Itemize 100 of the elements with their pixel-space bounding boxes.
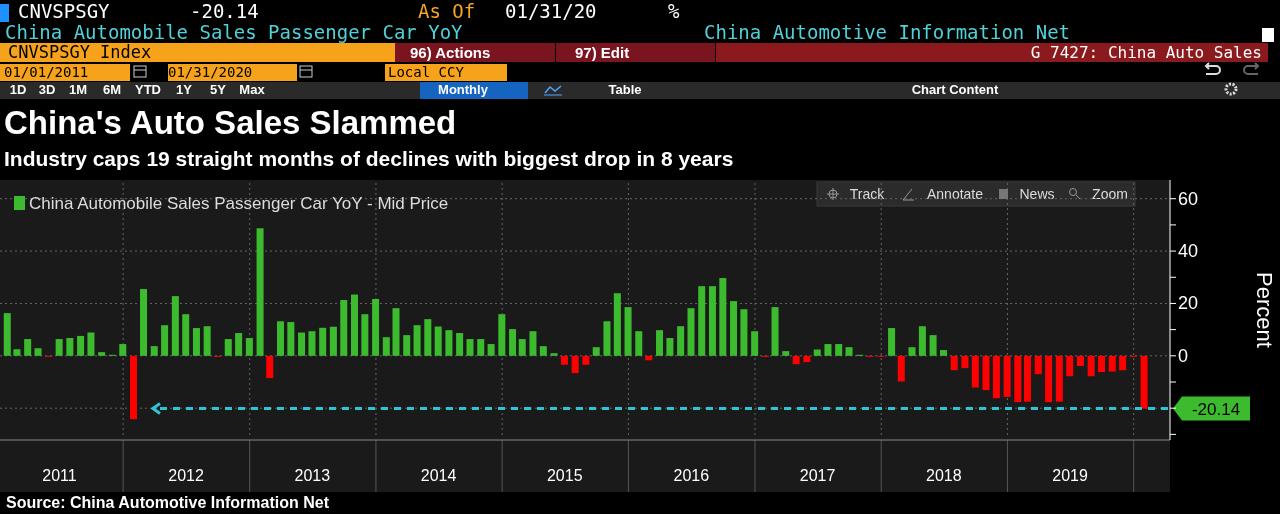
text: 1D bbox=[9, 82, 27, 97]
source-note: Source: China Automotive Information Net bbox=[6, 494, 330, 511]
bar bbox=[824, 344, 832, 356]
text: 01/01/2011 bbox=[4, 64, 89, 80]
text: 1M bbox=[68, 82, 88, 97]
bar bbox=[740, 309, 748, 356]
text: 96) Actions bbox=[410, 44, 491, 61]
bar bbox=[529, 331, 537, 356]
bar bbox=[624, 307, 632, 356]
text: 6M bbox=[102, 82, 122, 97]
x-tick-label: 2013 bbox=[294, 467, 331, 484]
bar bbox=[918, 326, 926, 356]
y-tick-label: 0 bbox=[1178, 345, 1189, 366]
text: -20.14 bbox=[190, 0, 259, 22]
bar bbox=[256, 228, 264, 356]
bar bbox=[656, 330, 664, 356]
bar bbox=[203, 326, 211, 356]
bar bbox=[487, 344, 495, 356]
bar bbox=[66, 338, 74, 356]
bar bbox=[560, 355, 568, 365]
bar bbox=[592, 347, 600, 356]
bar bbox=[329, 326, 337, 356]
bar bbox=[308, 331, 316, 356]
text: 97) Edit bbox=[575, 44, 630, 61]
bar bbox=[224, 339, 232, 356]
bar bbox=[509, 329, 517, 356]
bar bbox=[888, 328, 896, 356]
bar bbox=[235, 333, 243, 356]
bar bbox=[24, 339, 32, 356]
bar bbox=[571, 355, 579, 374]
text: China Automobile Sales Passenger Car YoY bbox=[5, 21, 464, 43]
bar bbox=[1140, 355, 1148, 409]
chart-subtitle: Industry caps 19 straight months of declines with biggest drop in 8 years bbox=[4, 147, 734, 170]
bar bbox=[751, 331, 759, 356]
text: Monthly bbox=[438, 82, 489, 97]
bar bbox=[1055, 355, 1063, 402]
bar bbox=[424, 319, 432, 356]
annotation: Annotate bbox=[926, 186, 984, 202]
bar bbox=[939, 350, 947, 356]
bar bbox=[403, 335, 411, 356]
bar bbox=[87, 332, 95, 356]
x-tick-label: 2019 bbox=[1052, 467, 1088, 484]
bar bbox=[55, 339, 63, 356]
bar bbox=[287, 322, 295, 356]
bar bbox=[961, 355, 969, 369]
y-tick-label: 40 bbox=[1178, 241, 1199, 262]
text: 5Y bbox=[210, 82, 227, 97]
bar bbox=[1108, 355, 1116, 372]
bar bbox=[771, 307, 779, 356]
bar bbox=[897, 355, 905, 382]
text: China Automotive Information Net bbox=[704, 21, 1071, 43]
text: 3D bbox=[38, 82, 56, 97]
bar bbox=[298, 332, 306, 356]
bar bbox=[456, 333, 464, 356]
bar bbox=[1119, 355, 1127, 371]
bar bbox=[1087, 355, 1095, 377]
bar bbox=[908, 347, 916, 356]
bar bbox=[150, 346, 158, 356]
annotation: Zoom bbox=[1092, 186, 1128, 202]
bar bbox=[645, 355, 653, 361]
bar bbox=[466, 339, 474, 356]
ref-line-label: -20.14 bbox=[1191, 399, 1241, 419]
legend-label: China Automobile Sales Passenger Car YoY - Mid Price bbox=[29, 194, 449, 213]
text: Max bbox=[239, 82, 266, 97]
bar bbox=[1014, 355, 1022, 403]
bar bbox=[350, 294, 358, 356]
bar bbox=[782, 351, 790, 356]
bar bbox=[434, 326, 442, 356]
x-tick-label: 2015 bbox=[546, 467, 583, 484]
bar bbox=[582, 355, 590, 365]
bar bbox=[130, 355, 137, 420]
text: YTD bbox=[135, 82, 161, 97]
bar bbox=[182, 314, 190, 356]
bar bbox=[192, 328, 200, 356]
bar bbox=[1066, 355, 1074, 377]
text: G 7427: China Auto Sales bbox=[1030, 43, 1262, 62]
bar bbox=[835, 344, 843, 356]
bar bbox=[803, 355, 811, 363]
bar bbox=[635, 331, 643, 356]
bar bbox=[266, 355, 274, 379]
annotation: Track bbox=[849, 186, 886, 202]
bar bbox=[392, 308, 400, 356]
bar bbox=[171, 296, 179, 356]
annotation: News bbox=[1019, 186, 1055, 202]
text: Table bbox=[608, 82, 642, 97]
bar bbox=[276, 321, 284, 356]
x-tick-label: 2016 bbox=[673, 467, 710, 484]
bar bbox=[445, 330, 453, 356]
bar bbox=[1024, 355, 1032, 402]
bar bbox=[929, 335, 937, 356]
bar bbox=[372, 299, 380, 356]
x-tick-label: 2017 bbox=[799, 467, 836, 484]
bar bbox=[498, 314, 506, 356]
bar bbox=[3, 313, 11, 356]
bar bbox=[161, 325, 169, 356]
bar bbox=[950, 355, 958, 371]
bar bbox=[34, 348, 42, 356]
bar bbox=[539, 346, 547, 356]
x-tick-label: 2014 bbox=[420, 467, 457, 484]
bar bbox=[813, 349, 821, 356]
